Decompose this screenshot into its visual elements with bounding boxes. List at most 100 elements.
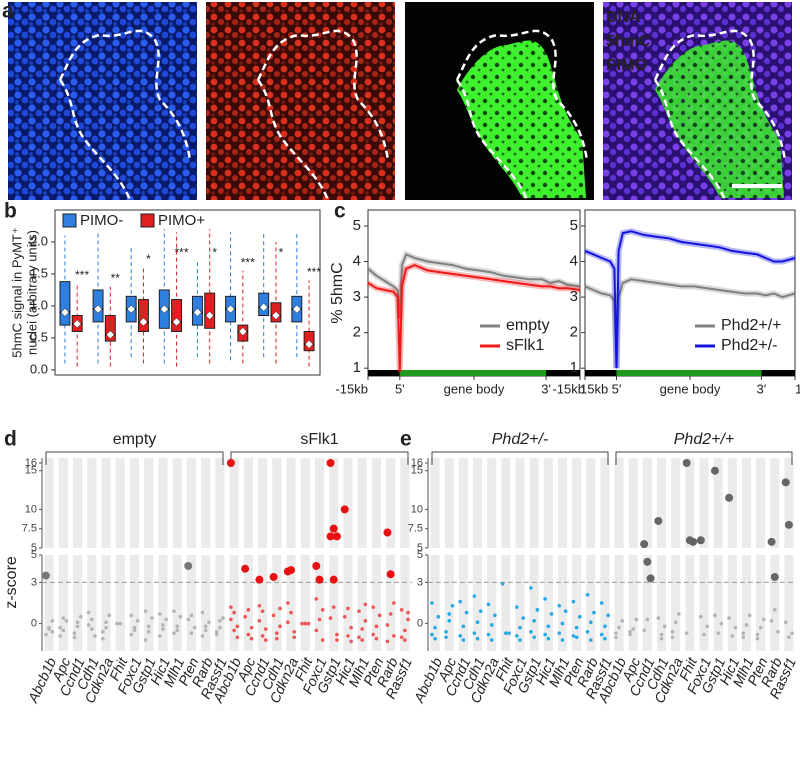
series-line <box>367 264 581 372</box>
column-stripe <box>671 555 681 651</box>
point <box>342 614 347 619</box>
column-stripe <box>671 458 681 548</box>
point <box>458 634 462 638</box>
point <box>385 639 390 644</box>
y-tick-label: 7.5 <box>22 523 37 535</box>
point <box>349 625 353 630</box>
point <box>478 609 483 614</box>
group-label: Phd2+/- <box>492 431 548 448</box>
point <box>132 628 137 633</box>
point <box>184 561 193 570</box>
point <box>257 619 262 623</box>
point <box>320 608 325 612</box>
column-stripe <box>87 555 97 651</box>
point <box>475 636 480 641</box>
x-tick-label: 15kb <box>795 381 800 396</box>
point <box>392 601 396 605</box>
point <box>243 614 247 619</box>
point <box>232 628 236 633</box>
point <box>762 617 766 622</box>
point <box>529 630 533 634</box>
x-tick-label: 5' <box>612 381 622 396</box>
point <box>529 586 533 590</box>
column-stripe <box>101 555 111 651</box>
point <box>386 570 395 579</box>
point <box>744 623 749 627</box>
column-stripe <box>557 458 567 548</box>
point <box>392 634 396 638</box>
point <box>275 636 279 641</box>
column-stripe <box>628 555 638 651</box>
point <box>107 613 112 618</box>
point <box>221 616 225 620</box>
y-tick-label: 15 <box>25 465 37 477</box>
point <box>654 516 663 525</box>
point <box>50 630 55 634</box>
column-stripe <box>300 555 310 651</box>
y-axis-label: z-score <box>3 556 20 609</box>
column-stripe <box>286 458 296 548</box>
column-stripe <box>101 458 111 548</box>
point <box>447 619 452 623</box>
point <box>200 634 205 638</box>
point <box>104 620 108 624</box>
x-tick-label: 15kb <box>580 381 608 396</box>
x-tick-label: gene body <box>660 381 721 396</box>
column-stripe <box>770 458 780 548</box>
mean-marker <box>205 311 215 320</box>
point <box>730 634 735 638</box>
channel-label: PIMO <box>606 57 647 74</box>
point <box>450 603 455 608</box>
legend-label: Phd2+/+ <box>721 317 782 334</box>
point <box>603 624 607 629</box>
mean-marker <box>60 307 70 317</box>
point <box>289 610 293 615</box>
box <box>171 299 183 333</box>
point <box>628 630 632 634</box>
y-tick-label: 5 <box>417 542 423 554</box>
point <box>371 632 376 637</box>
column-stripe <box>172 458 182 548</box>
point <box>172 609 176 614</box>
point <box>255 575 264 584</box>
point <box>458 599 462 604</box>
column-stripe <box>515 458 525 548</box>
point <box>335 638 339 642</box>
column-stripe <box>258 458 268 548</box>
y-tick-label: 2 <box>570 324 578 341</box>
plot-frame <box>54 209 321 376</box>
point <box>563 609 568 614</box>
column-stripe <box>444 458 454 548</box>
point <box>360 638 364 642</box>
group-label: empty <box>113 431 157 448</box>
point <box>741 635 746 640</box>
point <box>770 572 779 581</box>
y-axis-label: nuclei (arbitrary units) <box>24 230 39 355</box>
point <box>464 610 469 615</box>
column-stripe <box>699 555 709 651</box>
column-stripe <box>614 458 624 548</box>
point <box>673 620 678 624</box>
y-tick-label: 4 <box>570 253 578 270</box>
point <box>203 628 208 633</box>
column-stripe <box>685 458 695 548</box>
column-stripe <box>272 458 282 548</box>
point <box>90 617 94 622</box>
column-stripe <box>572 555 582 651</box>
point <box>371 605 376 609</box>
column-stripe <box>628 458 638 548</box>
point <box>340 505 349 514</box>
point <box>741 631 746 635</box>
point <box>642 628 646 633</box>
y-tick-label: 0.0 <box>30 361 48 376</box>
point <box>557 631 562 635</box>
point <box>292 630 297 634</box>
column-stripe <box>400 458 410 548</box>
point <box>61 628 66 633</box>
column-stripe <box>144 458 154 548</box>
point <box>634 617 639 622</box>
panel-letter: c <box>334 200 346 223</box>
column-stripe <box>713 458 723 548</box>
point <box>571 634 576 638</box>
point <box>75 624 80 629</box>
